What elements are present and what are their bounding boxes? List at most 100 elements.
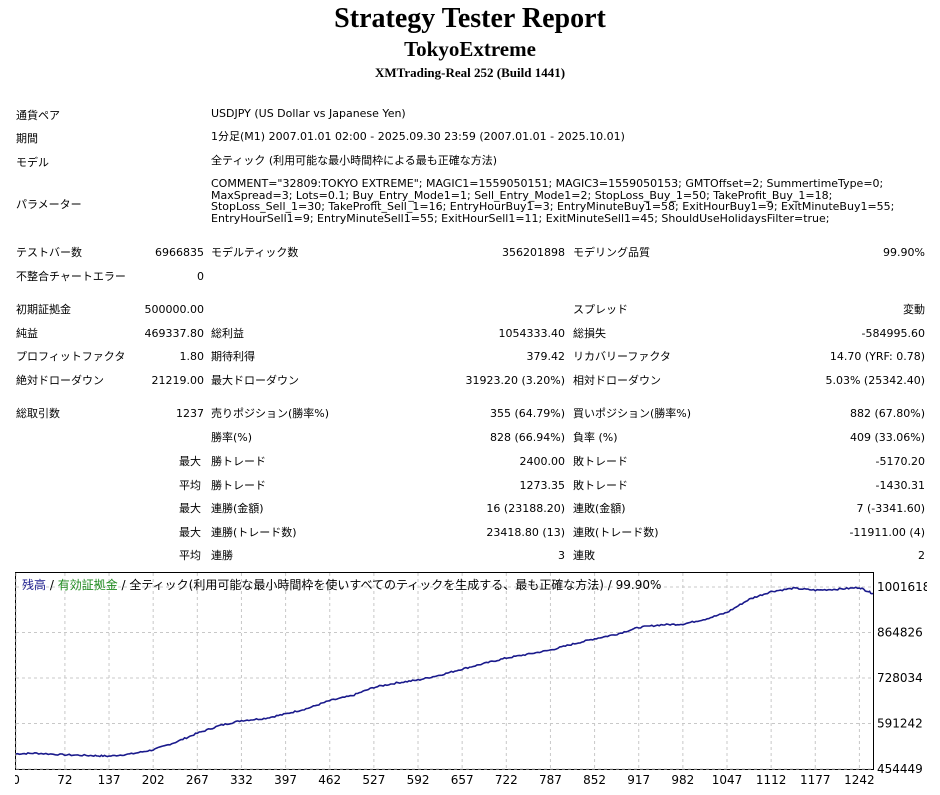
gross-profit-label: 総利益 (211, 327, 244, 340)
parameters-value: COMMENT="32809:TOKYO EXTREME"; MAGIC1=15… (211, 177, 895, 225)
gross-profit-value: 1054333.40 (498, 327, 565, 340)
stat-prefix: 平均 (179, 549, 201, 562)
stat-value: 2400.00 (519, 455, 566, 468)
mismatch-label: 不整合チャートエラー (16, 270, 126, 283)
max-drawdown-value: 31923.20 (3.20%) (465, 374, 565, 387)
plot-border (15, 572, 874, 770)
expert-name: TokyoExtreme (404, 37, 536, 61)
relative-drawdown-value: 5.03% (25342.40) (825, 374, 925, 387)
period-value: 1分足(M1) 2007.01.01 02:00 - 2025.09.30 23… (211, 130, 625, 143)
stat-label: 勝トレード (211, 455, 266, 468)
stat-value: -11911.00 (4) (849, 526, 925, 539)
quality-value: 99.90% (883, 246, 925, 259)
relative-drawdown-label: 相対ドローダウン (573, 374, 661, 387)
symbol-value: USDJPY (US Dollar vs Japanese Yen) (211, 107, 406, 120)
profit-factor-label: プロフィットファクタ (16, 350, 126, 363)
y-tick-label: 1001618 (877, 580, 927, 594)
x-tick-label: 332 (230, 773, 253, 787)
x-tick-label: 0 (15, 773, 20, 787)
stat-prefix: 平均 (179, 479, 201, 492)
x-tick-label: 787 (539, 773, 562, 787)
ticks-value: 356201898 (502, 246, 565, 259)
stat-prefix: 最大 (179, 526, 201, 539)
total-trades-value: 1237 (176, 407, 204, 420)
ticks-label: モデルティック数 (211, 246, 299, 259)
x-tick-label: 137 (98, 773, 121, 787)
balance-chart-svg: 1001618 864826 728034 591242 454449 0 72 137 202… (15, 572, 927, 787)
stat-value: 1273.35 (519, 479, 566, 492)
balance-line (15, 586, 874, 758)
x-tick-label: 1112 (756, 773, 787, 787)
y-tick-label: 591242 (877, 716, 923, 730)
x-tick-label: 462 (318, 773, 341, 787)
stat-value: 16 (23188.20) (486, 502, 565, 515)
stat-prefix: 最大 (179, 502, 201, 515)
stat-value: -1430.31 (875, 479, 925, 492)
stat-label: 敗トレード (573, 479, 628, 492)
y-tick-label: 728034 (877, 671, 923, 685)
long-positions-label: 買いポジション(勝率%) (573, 407, 692, 420)
x-tick-label: 1047 (712, 773, 743, 787)
stat-label: 連勝(トレード数) (211, 526, 297, 539)
max-drawdown-label: 最大ドローダウン (211, 374, 299, 387)
recovery-factor-value: 14.70 (YRF: 0.78) (829, 350, 925, 363)
stat-label: 連敗 (573, 549, 595, 562)
report-title: Strategy Tester Report (334, 3, 606, 34)
gross-loss-value: -584995.60 (861, 327, 925, 340)
expected-payoff-label: 期待利得 (211, 350, 255, 363)
loss-rate-label: 負率 (%) (573, 431, 618, 444)
legend-balance: 残高 (22, 578, 47, 592)
server-build: XMTrading-Real 252 (Build 1441) (374, 65, 566, 80)
y-tick-label: 454449 (877, 762, 923, 776)
absolute-drawdown-label: 絶対ドローダウン (16, 374, 104, 387)
recovery-factor-label: リカバリーファクタ (573, 350, 671, 363)
x-tick-label: 917 (627, 773, 650, 787)
legend-model-text: / 全ティック(利用可能な最小時間枠を使いすべてのティックを生成する、最も正確な… (117, 578, 662, 592)
short-positions-value: 355 (64.79%) (489, 407, 565, 420)
stat-value: -5170.20 (875, 455, 925, 468)
x-tick-label: 1242 (844, 773, 875, 787)
stat-label: 敗トレード (573, 455, 628, 468)
x-tick-label: 722 (495, 773, 518, 787)
long-positions-value: 882 (67.80%) (849, 407, 925, 420)
loss-rate-value: 409 (33.06%) (849, 431, 925, 444)
period-label: 期間 (16, 132, 38, 145)
stat-label: 連敗(トレード数) (573, 526, 659, 539)
parameters-label: パラメーター (16, 198, 82, 211)
legend-equity: 有効証拠金 (57, 578, 118, 592)
quality-label: モデリング品質 (573, 246, 650, 259)
x-tick-label: 852 (583, 773, 606, 787)
model-label: モデル (16, 156, 49, 169)
stat-value: 2 (918, 549, 925, 562)
deposit-label: 初期証拠金 (16, 303, 71, 316)
x-tick-label: 527 (362, 773, 385, 787)
stat-label: 連敗(金額) (573, 502, 626, 515)
spread-value: 変動 (903, 303, 925, 316)
symbol-label: 通貨ペア (16, 109, 60, 122)
stat-label: 連勝 (211, 549, 233, 562)
legend-separator: / (46, 578, 58, 592)
x-tick-label: 982 (671, 773, 694, 787)
absolute-drawdown-value: 21219.00 (151, 374, 205, 387)
x-tick-label: 397 (274, 773, 297, 787)
x-tick-label: 202 (142, 773, 165, 787)
stat-prefix: 最大 (179, 455, 201, 468)
net-profit-label: 純益 (16, 327, 38, 340)
stat-value: 7 (-3341.60) (856, 502, 925, 515)
deposit-value: 500000.00 (144, 303, 205, 316)
spread-label: スプレッド (573, 303, 628, 316)
mismatch-value: 0 (197, 270, 204, 283)
x-tick-label: 267 (186, 773, 209, 787)
gross-loss-label: 総損失 (573, 327, 606, 340)
stat-label: 勝トレード (211, 479, 266, 492)
profit-factor-value: 1.80 (179, 350, 205, 363)
expected-payoff-value: 379.42 (526, 350, 566, 363)
x-tick-label: 72 (57, 773, 72, 787)
short-positions-label: 売りポジション(勝率%) (211, 407, 330, 420)
model-value: 全ティック (利用可能な最小時間枠による最も正確な方法) (211, 154, 498, 167)
stat-value: 23418.80 (13) (486, 526, 565, 539)
bars-label: テストバー数 (16, 246, 82, 259)
x-tick-label: 657 (451, 773, 474, 787)
win-rate-value: 828 (66.94%) (489, 431, 565, 444)
chart-legend: 残高 / 有効証拠金 / 全ティック(利用可能な最小時間枠を使いすべてのティック… (22, 577, 661, 593)
